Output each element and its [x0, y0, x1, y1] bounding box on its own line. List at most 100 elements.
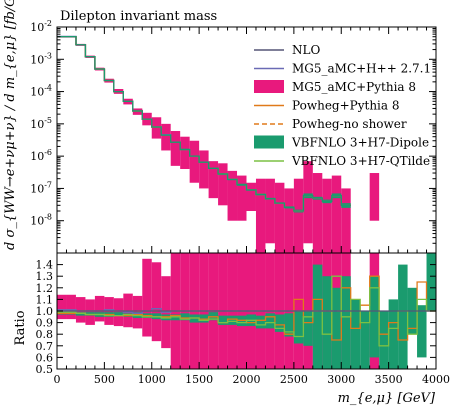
ratio-frame [56, 252, 437, 370]
ratio-vbfnlo-3-h7-dipole-band-bin [180, 313, 190, 321]
legend-item-nlo: NLO [254, 43, 320, 57]
legend-item-mg5-amc-pythia-8: MG5_aMC+Pythia 8 [254, 80, 416, 94]
ratio-mg5-amc-pythia-8-band-bin [142, 258, 152, 337]
ratio-vbfnlo-3-h7-dipole-band-bin [417, 305, 427, 358]
legend-item-vbfnlo-3-h7-dipole: VBFNLO 3+H7-Dipole [254, 135, 429, 150]
mg5-amc-pythia-8-band-bin [312, 173, 323, 253]
upper-y-tick-exponent: -6 [44, 148, 52, 157]
ratio-vbfnlo-3-h7-dipole-band-bin [265, 313, 275, 329]
upper-y-tick-label: 10-5 [30, 116, 52, 131]
mg5-amc-pythia-8-band-bin [227, 170, 238, 221]
ratio-vbfnlo-3-h7-dipole-band-bin [218, 315, 228, 325]
legend-item-powheg-pythia-8: Powheg+Pythia 8 [254, 99, 400, 113]
upper-plot-area [57, 35, 380, 253]
upper-y-tick-label: 10-7 [30, 180, 52, 195]
ratio-vbfnlo-3-h7-dipole-band-bin [369, 276, 380, 358]
mg5-amc-pythia-8-band-bin [265, 178, 275, 244]
mg5-amc-pythia-8-band-bin [161, 123, 171, 151]
x-tick-label: 0 [54, 373, 61, 386]
mg5-amc-pythia-8-band-bin [189, 140, 200, 183]
ratio-mg5-amc-pythia-8-band-bin [151, 262, 162, 342]
ratio-vbfnlo-3-h7-dipole-band-bin [350, 299, 361, 369]
mg5-amc-pythia-8-band-bin [322, 178, 332, 253]
upper-y-tick-exponent: -7 [44, 180, 52, 189]
ratio-vbfnlo-3-h7-dipole-band-bin [322, 276, 332, 369]
mg5-amc-pythia-8-band-bin [180, 136, 190, 169]
ratio-vbfnlo-3-h7-dipole-band-bin [341, 276, 351, 369]
ratio-mg5-amc-pythia-8-band-bin [113, 298, 124, 327]
ratio-vbfnlo-3-h7-dipole-band-bin [255, 315, 266, 329]
legend-swatch [254, 135, 284, 149]
mg5-amc-pythia-8-band-bin [369, 173, 380, 221]
mg5-amc-pythia-8-band-bin [303, 161, 313, 244]
ratio-y-tick-label: 0.9 [36, 317, 54, 330]
legend-label: Powheg-no shower [292, 117, 407, 131]
legend-item-vbfnlo-3-h7-qtilde: VBFNLO 3+H7-QTilde [254, 154, 430, 168]
x-tick-label: 4000 [422, 373, 450, 386]
x-tick-label: 1500 [185, 373, 213, 386]
upper-y-tick-label: 10-3 [30, 51, 52, 66]
legend-label: VBFNLO 3+H7-QTilde [291, 154, 430, 168]
x-axis-label: m_{e,μ} [GeV] [338, 391, 436, 406]
upper-y-tick-exponent: -8 [44, 213, 52, 222]
ratio-vbfnlo-3-h7-dipole-band-bin [398, 264, 408, 369]
ratio-powheg-pythia-8-line [57, 275, 436, 341]
legend: NLO MG5_aMC+H++ 2.7.1 MG5_aMC+Pythia 8 Powh… [254, 43, 431, 168]
mg5-amc-pythia-8-band-bin [274, 182, 285, 253]
ratio-y-tick-label: 1.4 [36, 259, 54, 272]
ratio-vbfnlo-3-h7-dipole-band-bin [331, 287, 342, 369]
upper-y-tick-exponent: -5 [44, 116, 52, 125]
ratio-plot-area [57, 253, 436, 369]
x-tick-label: 1000 [138, 373, 166, 386]
legend-label: Powheg+Pythia 8 [292, 99, 400, 113]
upper-y-axis-label: d σ_{WW→e+νμ+ν} / d m_{e,μ} [fb/GeV] [3, 0, 18, 250]
ratio-vbfnlo-3-h7-dipole-band-bin [426, 253, 436, 311]
ratio-vbfnlo-3-h7-qtilde-line [57, 275, 436, 347]
x-tick-label: 3000 [327, 373, 355, 386]
ratio-y-tick-label: 0.5 [36, 363, 54, 376]
upper-y-tick-label: 10-4 [30, 84, 52, 99]
ratio-vbfnlo-3-h7-dipole-band-bin [312, 264, 323, 369]
ratio-mg5-amc-pythia-8-band-bin [57, 294, 67, 320]
ratio-panel: 0.50.60.70.80.91.01.11.21.31.4 0 500 1000 15… [36, 252, 450, 386]
legend-item-mg5-amc-h-2-7-1: MG5_aMC+H++ 2.7.1 [254, 62, 431, 76]
mg5-amc-pythia-8-band-bin [255, 178, 266, 253]
ratio-y-tick-label: 1.0 [36, 305, 54, 318]
upper-y-tick-exponent: -2 [44, 19, 52, 28]
mg5-amc-pythia-8-band-bin [331, 175, 342, 253]
legend-item-powheg-no-shower: Powheg-no shower [254, 117, 407, 131]
x-tick-label: 3500 [375, 373, 403, 386]
upper-y-tick-label: 10-2 [30, 19, 52, 34]
legend-swatch [254, 80, 284, 93]
mg5-amc-pythia-8-band-bin [293, 178, 304, 253]
ratio-vbfnlo-3-h7-dipole-band-bin [274, 314, 285, 332]
chart-title: Dilepton invariant mass [60, 9, 217, 24]
ratio-y-tick-label: 0.7 [36, 340, 54, 353]
ratio-y-tick-label: 1.2 [36, 282, 54, 295]
ratio-mg5-amc-pythia-8-band-bin [85, 299, 95, 325]
mg5-amc-pythia-8-band-bin [284, 188, 294, 253]
ratio-mg5-amc-pythia-8-band-bin [94, 295, 105, 322]
x-tick-label: 2500 [280, 373, 308, 386]
ratio-mg5-amc-pythia-8-band-bin [66, 294, 76, 320]
upper-y-tick-label: 10-6 [30, 148, 52, 163]
mg5-amc-pythia-8-band-bin [218, 163, 228, 206]
x-tick-label: 2000 [233, 373, 261, 386]
upper-y-tick-exponent: -4 [44, 84, 52, 93]
mg5-amc-pythia-8-band-bin [246, 182, 256, 211]
ratio-vbfnlo-3-h7-dipole-band-bin [360, 311, 370, 369]
ratio-y-tick-label: 1.3 [36, 270, 54, 283]
ratio-vbfnlo-3-h7-dipole-band-bin [379, 311, 389, 369]
mg5-amc-pythia-8-band-bin [208, 161, 219, 199]
ratio-vbfnlo-3-h7-dipole-band-bin [113, 312, 124, 316]
upper-y-tick-exponent: -3 [44, 51, 52, 60]
ratio-vbfnlo-3-h7-dipole-band-bin [388, 299, 399, 369]
ratio-vbfnlo-3-h7-dipole-band-bin [293, 311, 304, 344]
legend-label: MG5_aMC+Pythia 8 [292, 80, 416, 94]
upper-panel: 10-2 10-3 10-4 10-5 10-6 10-7 10-8 [30, 19, 437, 254]
mg5-amc-pythia-8-band-bin [170, 131, 181, 166]
mg5-amc-pythia-8-band-bin [341, 188, 351, 253]
ratio-vbfnlo-3-h7-dipole-band-bin [284, 313, 294, 337]
mg5-amc-pythia-8-band-bin [151, 117, 162, 139]
